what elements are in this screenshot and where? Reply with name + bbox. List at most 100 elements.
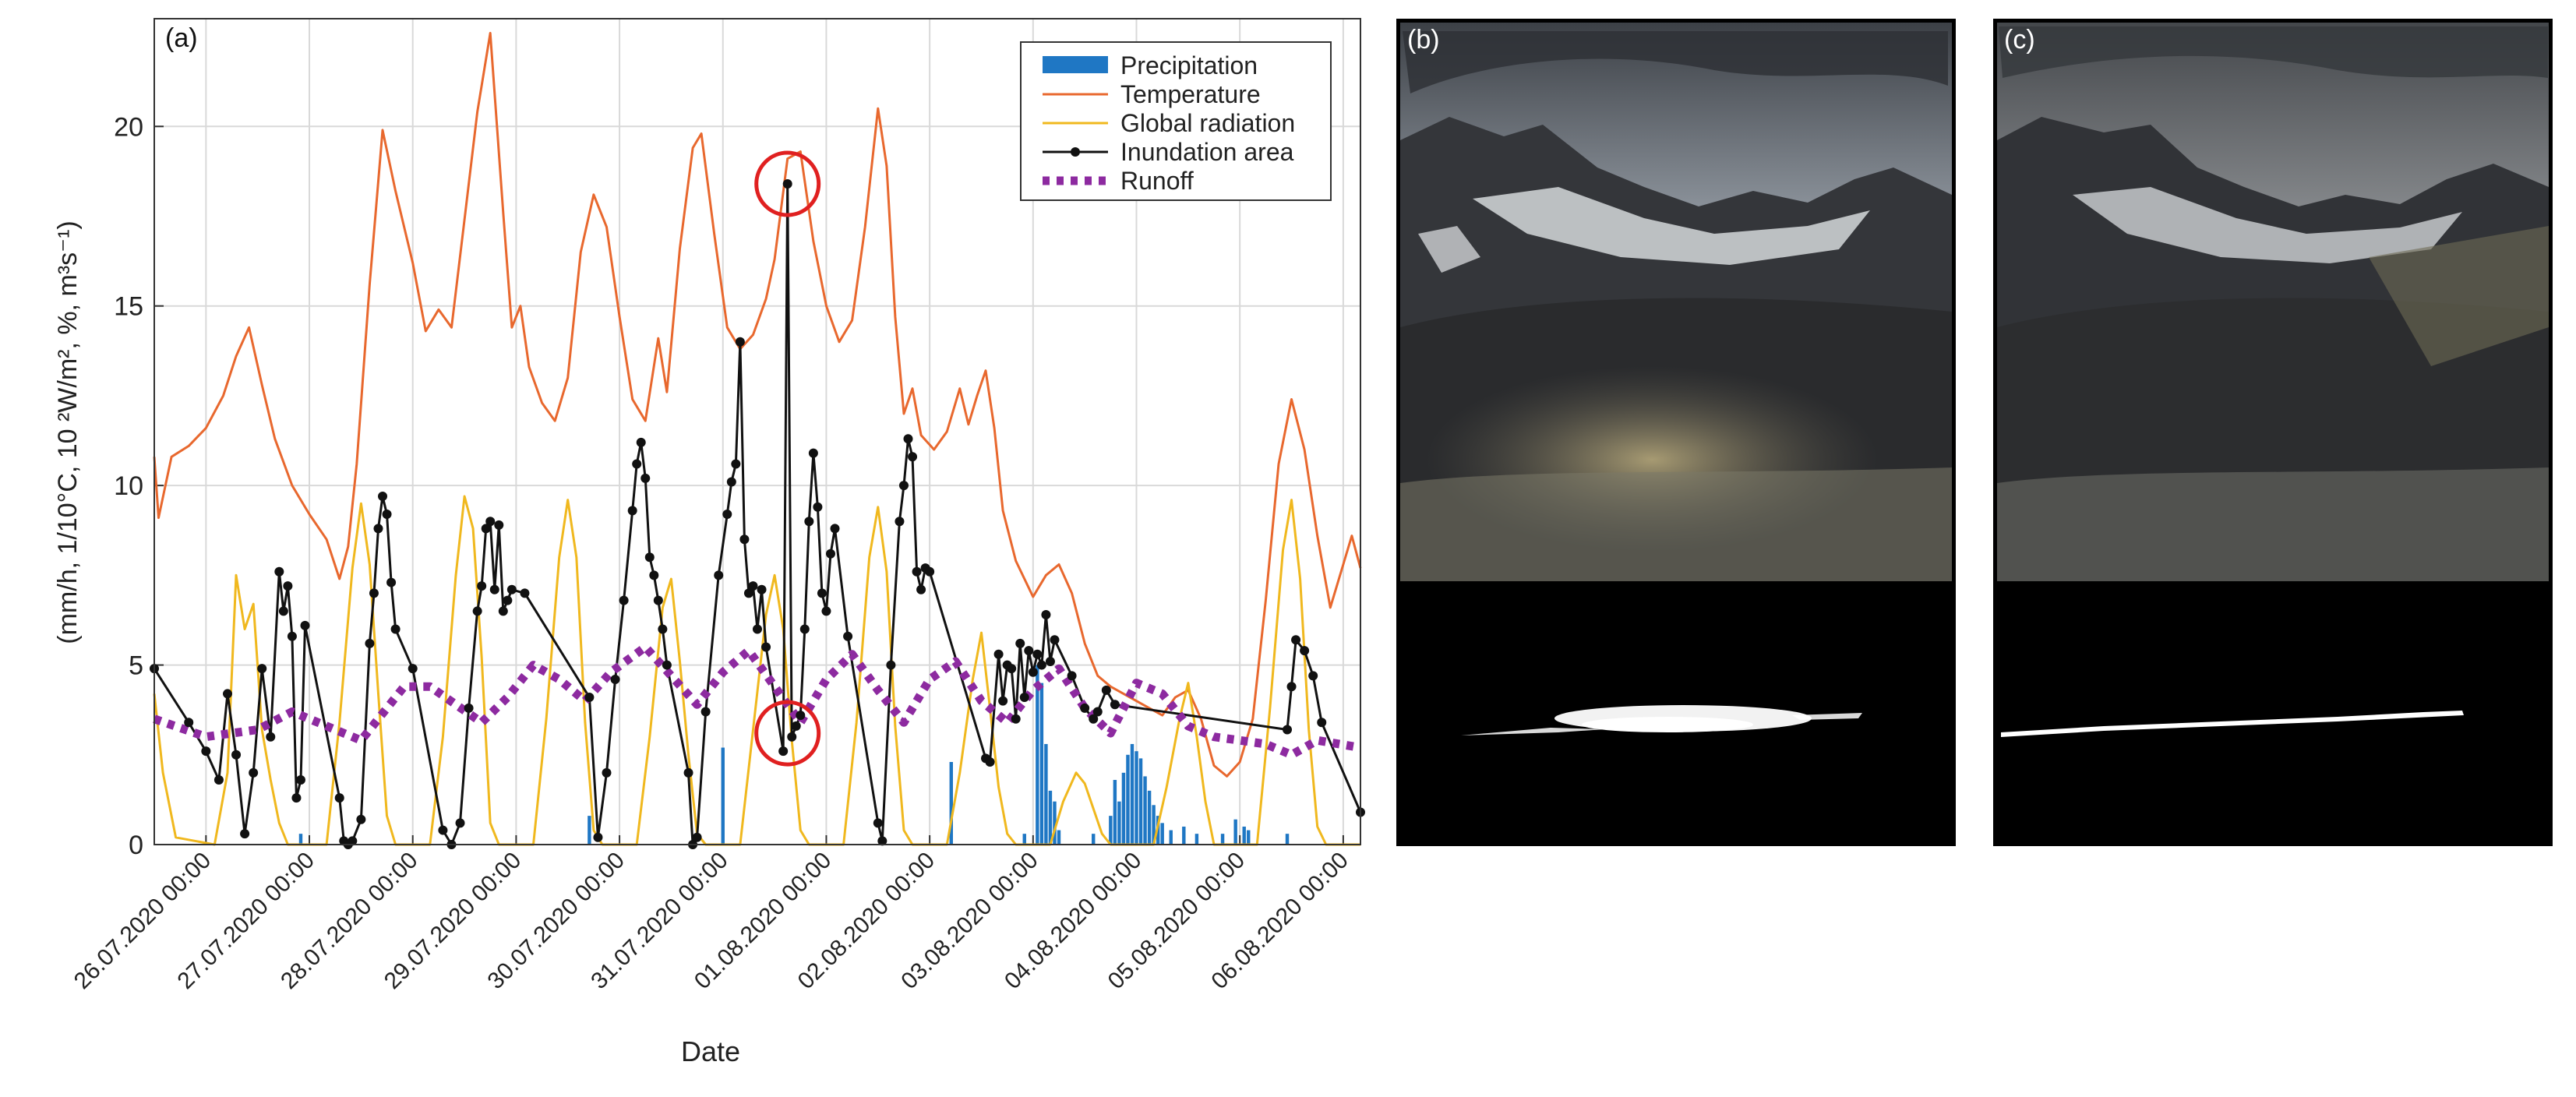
inundation-point bbox=[602, 767, 612, 778]
y-tick-label: 10 bbox=[114, 471, 143, 501]
precipitation-bar bbox=[1152, 805, 1156, 845]
inundation-point bbox=[1019, 693, 1029, 703]
y-tick-label: 5 bbox=[129, 651, 143, 681]
panel-b-mask-pixels bbox=[1461, 705, 1862, 735]
inundation-point bbox=[658, 624, 668, 634]
inundation-point bbox=[348, 836, 358, 846]
precipitation-bar bbox=[1134, 751, 1138, 845]
inundation-point bbox=[916, 584, 926, 594]
inundation-point bbox=[477, 581, 487, 591]
panel-c-mask-pixels bbox=[2001, 711, 2464, 737]
y-tick-label: 15 bbox=[114, 292, 143, 322]
annotation-circle bbox=[754, 700, 821, 767]
inundation-point bbox=[489, 584, 499, 594]
inundation-point bbox=[494, 520, 504, 530]
inundation-point bbox=[1050, 635, 1060, 645]
precipitation-bar bbox=[1057, 830, 1061, 845]
inundation-point bbox=[201, 746, 211, 757]
annotation-circles bbox=[754, 150, 821, 767]
inundation-point bbox=[787, 732, 797, 742]
panel-b-glacier bbox=[1473, 187, 1870, 265]
precipitation-bar bbox=[1092, 834, 1096, 845]
inundation-point bbox=[1283, 725, 1293, 735]
inundation-point bbox=[365, 638, 375, 648]
inundation-point bbox=[464, 703, 474, 713]
legend-entry: Precipitation bbox=[1120, 51, 1258, 79]
inundation-point bbox=[908, 452, 918, 462]
inundation-point bbox=[993, 649, 1004, 659]
precipitation-bar bbox=[298, 834, 303, 845]
inundation-point bbox=[300, 620, 310, 630]
inundation-point bbox=[925, 566, 935, 577]
inundation-point bbox=[257, 664, 267, 674]
legend-entry: Temperature bbox=[1120, 80, 1261, 108]
inundation-point bbox=[692, 832, 702, 842]
inundation-point bbox=[813, 502, 823, 512]
inundation-point bbox=[985, 757, 995, 767]
inundation-point bbox=[438, 825, 448, 835]
inundation-point bbox=[636, 437, 646, 447]
panel-c-slope bbox=[2369, 226, 2549, 366]
inundation-point bbox=[1011, 714, 1021, 724]
precipitation-bar bbox=[1130, 743, 1134, 845]
inundation-point bbox=[481, 524, 491, 534]
inundation-point bbox=[1286, 682, 1297, 692]
inundation-point bbox=[761, 642, 771, 652]
legend-swatch-marker bbox=[1071, 147, 1080, 157]
plot-frame bbox=[154, 18, 1361, 845]
inundation-point bbox=[1317, 718, 1327, 728]
inundation-point bbox=[1028, 667, 1038, 677]
photo-panel-c: (c) bbox=[1993, 19, 2553, 846]
panel-c-mask bbox=[1997, 581, 2549, 842]
precipitation-bar bbox=[1113, 780, 1117, 845]
inundation-point bbox=[274, 566, 284, 577]
precipitation-bar bbox=[1126, 754, 1130, 845]
inundation-point bbox=[748, 581, 758, 591]
inundation-point bbox=[584, 693, 595, 703]
inundation-point bbox=[249, 767, 259, 778]
legend-entry: Inundation area bbox=[1120, 138, 1294, 166]
inundation-point bbox=[222, 689, 232, 699]
inundation-point bbox=[520, 588, 530, 598]
inundation-point bbox=[653, 595, 663, 605]
inundation-point bbox=[830, 524, 840, 534]
inundation-point bbox=[903, 434, 913, 444]
precipitation-bar bbox=[1048, 790, 1053, 845]
y-tick-labels: 0 5 10 15 20 bbox=[114, 112, 143, 860]
inundation-point bbox=[498, 606, 508, 616]
inundation-point bbox=[662, 660, 672, 670]
inundation-point bbox=[1101, 685, 1111, 695]
inundation-point bbox=[287, 631, 297, 641]
precipitation-bar bbox=[1247, 830, 1251, 845]
precipitation-bar bbox=[1285, 834, 1290, 845]
inundation-point bbox=[1291, 635, 1301, 645]
inundation-point bbox=[817, 588, 827, 598]
inundation-point bbox=[1024, 646, 1034, 656]
panel-c-cloud bbox=[1999, 26, 2548, 78]
inundation-point bbox=[1007, 664, 1017, 674]
inundation-point bbox=[506, 584, 517, 594]
inundation-point bbox=[1032, 649, 1043, 659]
annotation-circle bbox=[754, 150, 821, 217]
inundation-point bbox=[1300, 646, 1310, 656]
inundation-point bbox=[408, 664, 418, 674]
legend-entry: Global radiation bbox=[1120, 109, 1295, 137]
inundation-point bbox=[378, 491, 388, 501]
inundation-point bbox=[266, 732, 276, 742]
precipitation-bar bbox=[1117, 801, 1121, 845]
precipitation-bar bbox=[1022, 834, 1026, 845]
inundation-markers bbox=[150, 179, 1365, 849]
inundation-point bbox=[619, 595, 629, 605]
inundation-point bbox=[821, 606, 831, 616]
inundation-point bbox=[1067, 671, 1077, 681]
inundation-point bbox=[503, 595, 513, 605]
inundation-point bbox=[998, 696, 1008, 706]
legend-entry: Runoff bbox=[1120, 167, 1194, 195]
panel-label-a: (a) bbox=[165, 23, 198, 53]
precipitation-bar bbox=[1233, 819, 1237, 845]
panel-b-snow bbox=[1418, 226, 1480, 273]
